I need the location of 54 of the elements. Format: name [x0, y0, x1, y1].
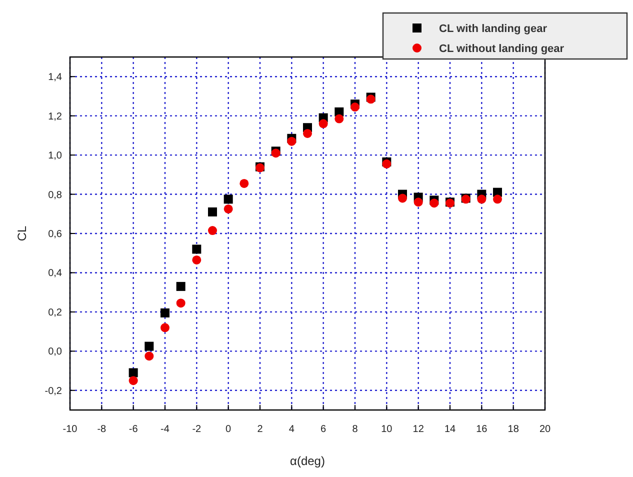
point — [287, 136, 296, 146]
legend-label: CL with landing gear — [439, 23, 548, 35]
x-tick-label: 20 — [539, 424, 551, 435]
point — [224, 194, 233, 204]
x-tick-label: 12 — [412, 424, 424, 435]
point — [398, 194, 407, 203]
point — [144, 352, 154, 361]
y-tick-label: 0,2 — [48, 307, 62, 318]
y-tick-label: 1,2 — [48, 111, 62, 122]
point — [128, 376, 138, 386]
point — [176, 282, 186, 291]
point — [192, 244, 202, 254]
point — [176, 298, 186, 308]
x-tick-label: -8 — [97, 424, 107, 435]
y-tick-label: 0,8 — [48, 190, 62, 201]
point — [208, 226, 217, 236]
y-tick-label: 0,0 — [48, 346, 62, 358]
point — [208, 207, 217, 216]
point — [160, 323, 170, 332]
point — [303, 128, 312, 138]
point — [493, 194, 502, 204]
x-tick-label: 2 — [257, 424, 264, 435]
x-tick-label: 0 — [226, 424, 232, 435]
x-tick-label: -10 — [62, 424, 78, 435]
y-tick-label: 0,4 — [48, 268, 62, 280]
y-tick-label: 1,4 — [48, 72, 62, 84]
x-tick-label: -4 — [160, 424, 170, 435]
legend-label: CL without landing gear — [439, 43, 565, 55]
point — [240, 178, 249, 188]
point — [350, 102, 360, 112]
x-tick-label: 6 — [320, 424, 327, 435]
point — [144, 342, 154, 351]
x-tick-label: 14 — [444, 424, 456, 435]
point — [414, 198, 423, 207]
x-tick-label: 4 — [288, 424, 295, 435]
x-tick-label: 18 — [508, 424, 520, 435]
point — [318, 119, 328, 128]
point — [224, 204, 233, 214]
point — [128, 368, 138, 378]
y-tick-label: -0,2 — [44, 386, 62, 397]
x-tick-label: 8 — [352, 424, 358, 435]
point — [477, 194, 486, 204]
y-tick-label: 0,6 — [48, 229, 62, 240]
y-tick-label: 1,0 — [48, 150, 62, 162]
x-tick-label: 16 — [476, 424, 488, 435]
point — [160, 308, 170, 318]
x-tick-label: 10 — [381, 424, 393, 435]
point — [334, 114, 344, 124]
y-axis-title: CL — [15, 226, 29, 242]
point — [192, 255, 202, 264]
point — [430, 198, 439, 208]
x-axis-title: α(deg) — [290, 454, 325, 468]
x-tick-label: -2 — [192, 424, 202, 435]
x-tick-label: -6 — [128, 424, 138, 435]
